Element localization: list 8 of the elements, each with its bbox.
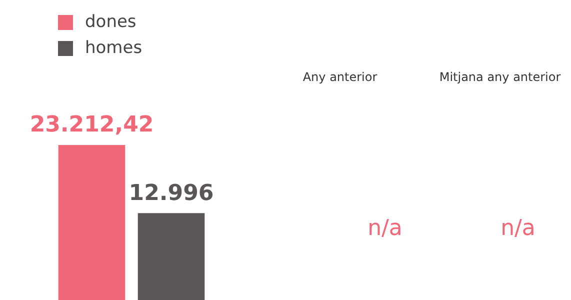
text: n/a (500, 216, 536, 241)
data-label: 23.212,42 (30, 112, 154, 138)
legend-label: dones (85, 12, 136, 32)
text: Mitjana any anterior (439, 70, 561, 84)
data-label: 12.996 (128, 180, 214, 206)
legend-label: homes (85, 38, 142, 58)
text: Any anterior (302, 70, 378, 84)
text: n/a (368, 216, 402, 241)
